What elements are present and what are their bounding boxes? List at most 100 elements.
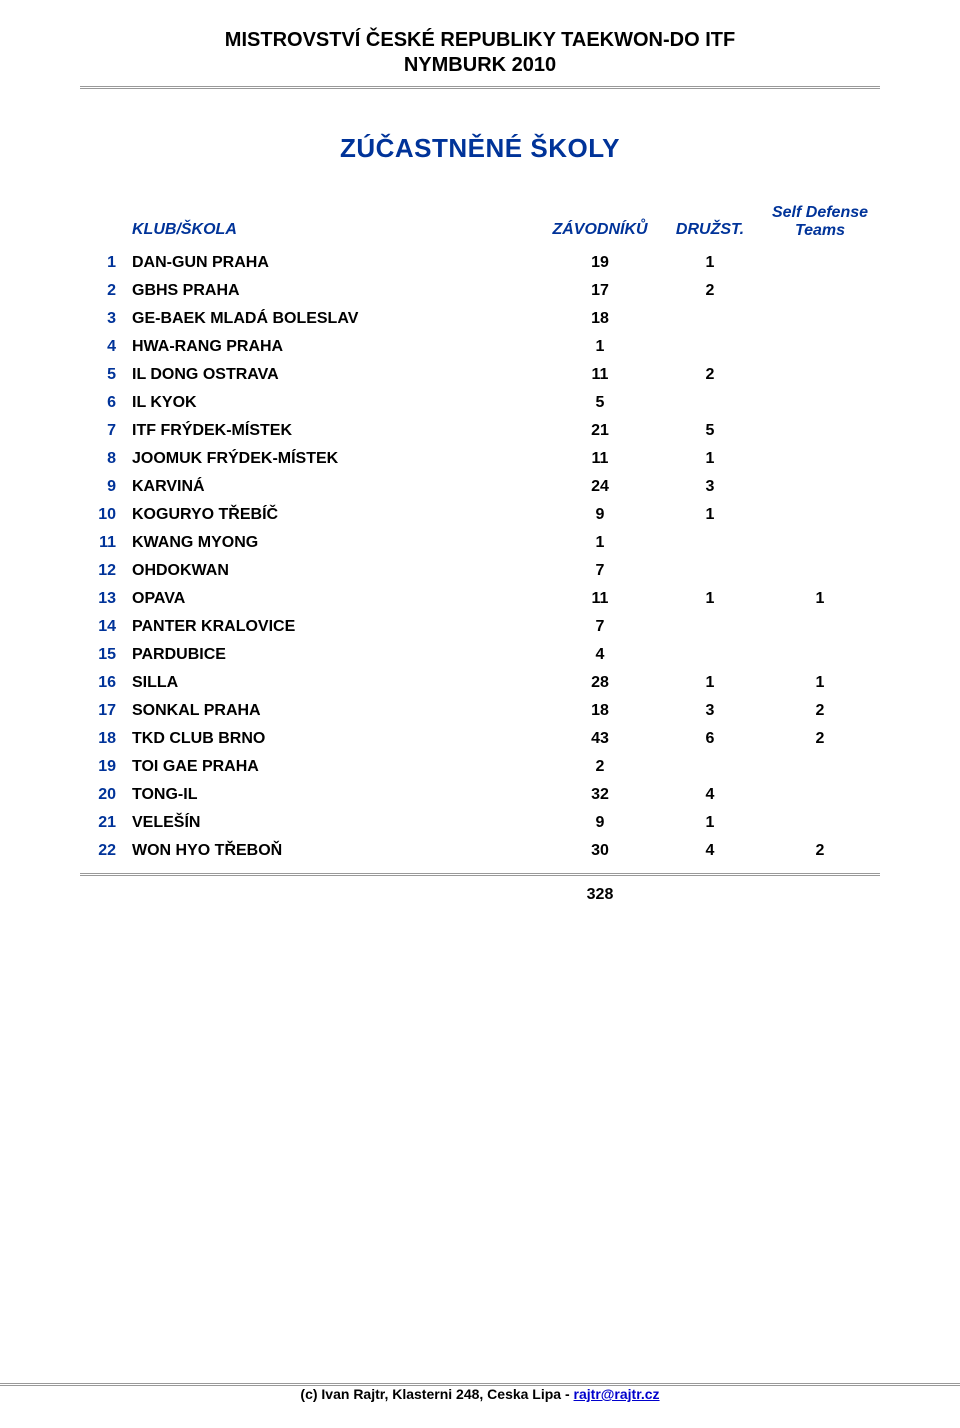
row-number: 12 [80,557,126,585]
druzst-cell: 1 [660,809,760,837]
row-number: 11 [80,529,126,557]
school-name: SILLA [126,669,540,697]
selfdefense-cell [760,809,880,837]
footer-email-link[interactable]: rajtr@rajtr.cz [574,1386,660,1402]
zavodniku-cell: 32 [540,781,660,809]
school-name: GBHS PRAHA [126,277,540,305]
row-number: 9 [80,473,126,501]
table-row: 20TONG-IL324 [80,781,880,809]
selfdefense-cell [760,501,880,529]
druzst-cell [660,529,760,557]
zavodniku-cell: 11 [540,361,660,389]
selfdefense-cell [760,613,880,641]
zavodniku-cell: 9 [540,501,660,529]
row-number: 20 [80,781,126,809]
selfdefense-cell: 2 [760,837,880,865]
druzst-cell: 6 [660,725,760,753]
druzst-cell [660,613,760,641]
selfdefense-cell [760,249,880,277]
col-header-selfdefense-l2: Teams [795,222,845,239]
selfdefense-cell [760,305,880,333]
druzst-cell: 1 [660,501,760,529]
druzst-cell [660,753,760,781]
table-row: 6IL KYOK5 [80,389,880,417]
druzst-cell: 2 [660,277,760,305]
druzst-cell [660,389,760,417]
row-number: 10 [80,501,126,529]
row-number: 18 [80,725,126,753]
table-row: 3GE-BAEK MLADÁ BOLESLAV18 [80,305,880,333]
table-row: 13OPAVA1111 [80,585,880,613]
table-row: 14PANTER KRALOVICE7 [80,613,880,641]
table-row: 5IL DONG OSTRAVA112 [80,361,880,389]
row-number: 4 [80,333,126,361]
school-name: IL DONG OSTRAVA [126,361,540,389]
table-row: 2GBHS PRAHA172 [80,277,880,305]
table-row: 1DAN-GUN PRAHA191 [80,249,880,277]
table-row: 4HWA-RANG PRAHA1 [80,333,880,361]
table-row: 12OHDOKWAN7 [80,557,880,585]
zavodniku-cell: 2 [540,753,660,781]
table-row: 22WON HYO TŘEBOŇ3042 [80,837,880,865]
school-name: GE-BAEK MLADÁ BOLESLAV [126,305,540,333]
school-name: KWANG MYONG [126,529,540,557]
druzst-cell: 1 [660,585,760,613]
row-number: 2 [80,277,126,305]
zavodniku-cell: 30 [540,837,660,865]
school-name: OPAVA [126,585,540,613]
table-row: 10KOGURYO TŘEBÍČ91 [80,501,880,529]
selfdefense-cell: 2 [760,725,880,753]
col-header-selfdefense: Self Defense Teams [760,200,880,249]
table-row: 8JOOMUK FRÝDEK-MÍSTEK111 [80,445,880,473]
row-number: 6 [80,389,126,417]
total-row: 328 [80,876,880,910]
table-header-row: KLUB/ŠKOLA ZÁVODNÍKŮ DRUŽST. Self Defens… [80,200,880,249]
zavodniku-cell: 4 [540,641,660,669]
school-name: KARVINÁ [126,473,540,501]
school-name: OHDOKWAN [126,557,540,585]
page-title: MISTROVSTVÍ ČESKÉ REPUBLIKY TAEKWON-DO I… [80,28,880,78]
col-header-name: KLUB/ŠKOLA [126,200,540,249]
selfdefense-cell [760,529,880,557]
title-line-2: NYMBURK 2010 [404,54,556,76]
table-row: 7ITF FRÝDEK-MÍSTEK215 [80,417,880,445]
school-name: PARDUBICE [126,641,540,669]
school-name: SONKAL PRAHA [126,697,540,725]
table-row: 17SONKAL PRAHA1832 [80,697,880,725]
zavodniku-cell: 18 [540,697,660,725]
row-number: 8 [80,445,126,473]
selfdefense-cell: 1 [760,585,880,613]
table-row: 11KWANG MYONG1 [80,529,880,557]
school-name: PANTER KRALOVICE [126,613,540,641]
school-name: DAN-GUN PRAHA [126,249,540,277]
zavodniku-cell: 11 [540,445,660,473]
school-name: VELEŠÍN [126,809,540,837]
zavodniku-cell: 1 [540,333,660,361]
col-header-selfdefense-l1: Self Defense [772,204,868,221]
zavodniku-cell: 24 [540,473,660,501]
row-number: 3 [80,305,126,333]
row-number: 16 [80,669,126,697]
zavodniku-cell: 11 [540,585,660,613]
row-number: 19 [80,753,126,781]
total-zavodniku: 328 [540,876,660,910]
section-title: ZÚČASTNĚNÉ ŠKOLY [80,133,880,164]
selfdefense-cell [760,781,880,809]
page-footer: (c) Ivan Rajtr, Klasterni 248, Ceska Lip… [0,1375,960,1402]
selfdefense-cell [760,361,880,389]
selfdefense-cell [760,417,880,445]
druzst-cell: 3 [660,697,760,725]
row-number: 15 [80,641,126,669]
druzst-cell [660,333,760,361]
table-row: 21VELEŠÍN91 [80,809,880,837]
table-row: 15PARDUBICE4 [80,641,880,669]
zavodniku-cell: 43 [540,725,660,753]
row-number: 14 [80,613,126,641]
druzst-cell: 4 [660,781,760,809]
schools-table-wrap: KLUB/ŠKOLA ZÁVODNÍKŮ DRUŽST. Self Defens… [80,200,880,910]
table-row: 18TKD CLUB BRNO4362 [80,725,880,753]
row-number: 5 [80,361,126,389]
druzst-cell: 5 [660,417,760,445]
zavodniku-cell: 7 [540,613,660,641]
schools-total-table: 328 [80,876,880,910]
